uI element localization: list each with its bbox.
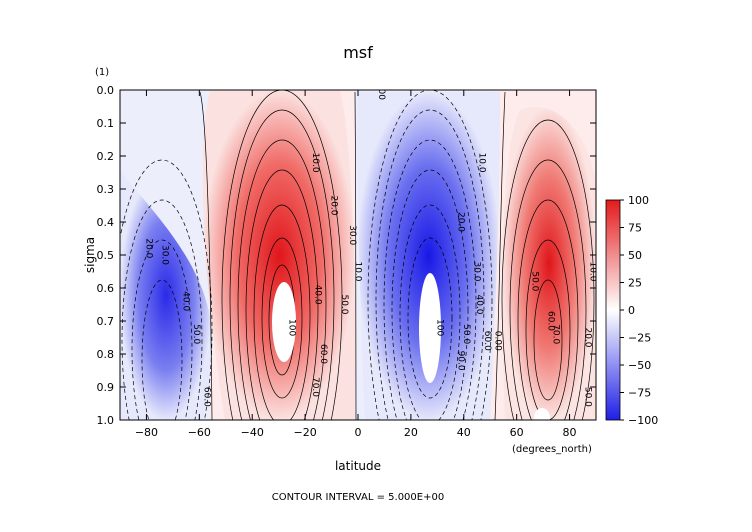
contour-label: 10.0: [352, 261, 362, 281]
contour-label: 50.0: [582, 387, 592, 407]
contour-label: 40.0: [474, 294, 484, 314]
contour-label: 40.0: [313, 285, 323, 305]
y-tick-label: 0.5: [97, 249, 115, 262]
contour-label: 70.0: [551, 324, 561, 344]
contour-label: 30.0: [471, 261, 481, 281]
contour-label: 30.0: [159, 245, 169, 265]
x-tick-label: −60: [188, 426, 211, 439]
contour-label: 40.0: [180, 291, 190, 311]
x-tick-label: 0: [355, 426, 362, 439]
y-tick-label: 0.9: [97, 381, 115, 394]
y-tick-label: 0.6: [97, 282, 115, 295]
contour-label: 50.0: [191, 324, 201, 344]
y-units-label: (1): [95, 67, 109, 78]
contour-label: 90.0: [455, 351, 465, 371]
chart-title: msf: [343, 43, 373, 62]
x-tick-label: 60: [510, 426, 524, 439]
x-tick-label: 40: [457, 426, 471, 439]
contour-label: 10.0: [477, 153, 487, 173]
contour-label: 60.0: [545, 311, 555, 331]
colorbar-tick-label: 100: [628, 194, 649, 207]
y-tick-label: 0.2: [97, 150, 115, 163]
contour-label: 60.0: [202, 387, 212, 407]
contour-label: 20.0: [329, 195, 339, 215]
cell-core-positive-north: [534, 408, 550, 420]
contour-lines-negative: [120, 90, 493, 420]
colorbar: 100 75 50 25 0 −25 −50 −75 −100: [605, 194, 658, 427]
contour-label: 70.0: [310, 377, 320, 397]
colorbar-gradient: [605, 199, 621, 421]
colorbar-tick-label: 50: [628, 249, 642, 262]
contour-label: 50.0: [530, 271, 540, 291]
x-axis-label: latitude: [335, 459, 381, 473]
contour-label: 100: [286, 319, 296, 336]
x-tick-label: −40: [241, 426, 264, 439]
contour-label: 50.0: [461, 324, 471, 344]
y-tick-label: 0.8: [97, 348, 115, 361]
colorbar-tick-label: −75: [628, 387, 651, 400]
contour-label: 10.0: [588, 261, 598, 281]
colorbar-tick-label: −25: [628, 332, 651, 345]
contour-label: 20.0: [582, 327, 592, 347]
cell-core-positive: [272, 282, 296, 362]
contour-label: 20.0: [455, 212, 465, 232]
contour-interval-note: CONTOUR INTERVAL = 5.000E+00: [272, 492, 444, 503]
x-tick-label: −80: [135, 426, 158, 439]
x-axis: −80 −60 −40 −20 0 20 40 60 80: [135, 90, 577, 439]
contour-label: 20.0: [143, 238, 153, 258]
colorbar-tick-label: −100: [628, 414, 658, 427]
y-axis-label: sigma: [83, 237, 97, 273]
y-tick-label: 1.0: [97, 414, 115, 427]
contour-lines: [199, 90, 595, 420]
y-axis: 0.0 0.1 0.2 0.3 0.4 0.5 0.6 0.7 0.8 0.9 1.0: [97, 84, 596, 427]
y-tick-label: 0.0: [97, 84, 115, 97]
cell-core-negative: [419, 273, 441, 383]
contour-label: 10.0: [310, 153, 320, 173]
colorbar-tick-label: 25: [628, 277, 642, 290]
cell-northern-ferrel: [502, 107, 596, 420]
contour-label: 50.0: [339, 294, 349, 314]
contour-label: 100: [434, 319, 444, 336]
y-tick-label: 0.4: [97, 216, 115, 229]
colorbar-tick-label: −50: [628, 359, 651, 372]
contour-label: 0.00: [376, 80, 386, 100]
contour-label: 30.0: [347, 225, 357, 245]
y-tick-label: 0.7: [97, 315, 115, 328]
cell-southern-polar: [120, 170, 213, 420]
x-tick-label: −20: [294, 426, 317, 439]
colorbar-ticks: 100 75 50 25 0 −25 −50 −75 −100: [620, 194, 658, 427]
x-tick-label: 80: [563, 426, 577, 439]
contour-label: 60.0: [482, 331, 492, 351]
colorbar-tick-label: 75: [628, 222, 642, 235]
y-tick-label: 0.1: [97, 117, 115, 130]
x-units-label: (degrees_north): [512, 444, 592, 455]
y-tick-label: 0.3: [97, 183, 115, 196]
contour-label: 60.0: [318, 344, 328, 364]
colorbar-tick-label: 0: [628, 304, 635, 317]
contour-label: 0.00: [493, 331, 503, 351]
x-tick-label: 20: [404, 426, 418, 439]
